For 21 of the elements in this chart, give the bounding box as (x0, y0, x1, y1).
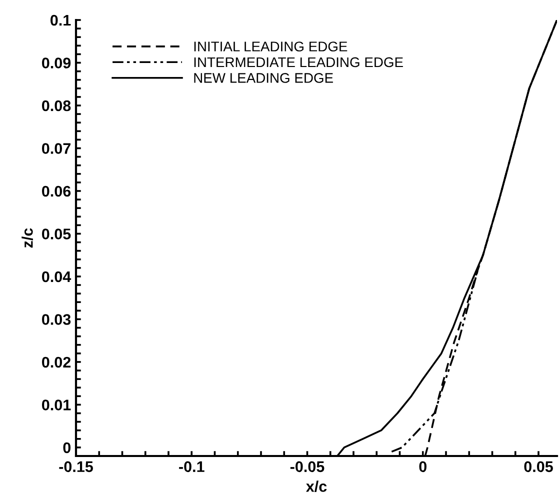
y-tick-label: 0.1 (50, 14, 71, 26)
y-tick-label: 0.08 (42, 100, 71, 112)
y-tick-label: 0.05 (42, 228, 71, 240)
y-tick-label: 0.04 (42, 271, 72, 282)
legend-label: INITIAL LEADING EDGE (194, 42, 348, 52)
y-axis-title: z/c (22, 228, 33, 248)
y-tick-label: 0.06 (42, 186, 71, 197)
legend-label: NEW LEADING EDGE (194, 73, 333, 83)
y-tick-label: 0.01 (42, 400, 71, 410)
x-tick-label: -0.05 (290, 461, 324, 472)
y-tick-label: 0 (63, 442, 71, 454)
y-tick-label: 0.09 (42, 58, 71, 68)
y-tick-label: 0.02 (42, 356, 71, 368)
x-tick-label: -0.1 (179, 461, 204, 472)
x-axis-title: x/c (306, 480, 327, 492)
x-tick-label: 0.05 (524, 461, 553, 472)
x-tick-label: 0 (419, 461, 426, 472)
y-tick-label: 0.07 (42, 143, 70, 154)
x-tick-label: -0.15 (59, 461, 93, 472)
y-tick-label: 0.03 (42, 314, 71, 325)
legend-label: INTERMEDIATE LEADING EDGE (194, 57, 403, 68)
